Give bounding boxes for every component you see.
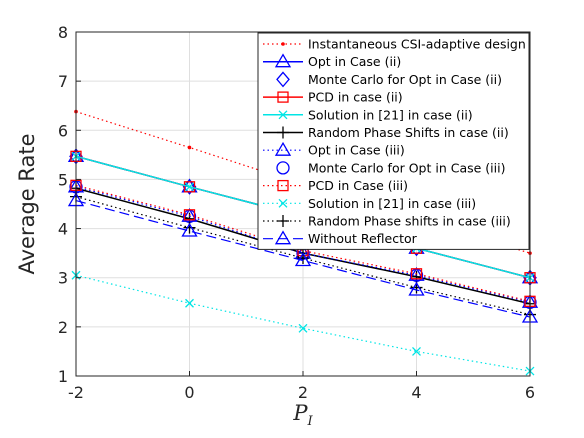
legend-entry: PCD in Case (iii) (263, 178, 408, 193)
legend-marker (278, 198, 288, 208)
legend-marker (276, 71, 290, 88)
legend-label: Monte Carlo for Opt in Case (iii) (308, 160, 505, 175)
y-tick-label: 5 (58, 170, 68, 189)
legend-marker (277, 126, 289, 139)
legend-entry: Instantaneous CSI-adaptive design (263, 37, 526, 52)
legend-label: Monte Carlo for Opt in Case (ii) (308, 72, 502, 87)
x-axis-label-main: P (292, 401, 308, 425)
legend-label: Instantaneous CSI-adaptive design (308, 37, 526, 52)
series-marker (182, 178, 197, 195)
legend-label: Opt in Case (iii) (308, 143, 405, 158)
series-marker (408, 281, 425, 296)
x-axis-label-subscript: I (307, 414, 314, 429)
x-tick-label: 2 (298, 383, 308, 402)
y-tick-label: 8 (58, 23, 68, 42)
legend-entry: PCD in case (ii) (263, 90, 403, 105)
legend-entry: Opt in Case (ii) (263, 53, 401, 69)
legend-label: Without Reflector (308, 231, 418, 246)
legend-label: Solution in [21] in case (iii) (308, 196, 476, 211)
series-marker (185, 298, 194, 308)
legend-box (257, 32, 530, 250)
series-marker (412, 346, 421, 356)
legend-marker (277, 215, 289, 227)
y-tick-label: 3 (58, 269, 68, 288)
series-marker (185, 182, 194, 192)
series-marker (181, 222, 198, 237)
legend-label: PCD in case (ii) (308, 90, 403, 105)
legend-entry: Random Phase shifts in case (iii) (263, 214, 511, 229)
y-axis-label: Average Rate (15, 133, 39, 274)
legend-label: Solution in [21] in case (ii) (308, 107, 473, 122)
legend-entry: Random Phase Shifts in case (ii) (263, 125, 509, 140)
y-tick-label: 1 (58, 367, 68, 386)
y-tick-label: 2 (58, 318, 68, 337)
legend-label: Random Phase shifts in case (iii) (308, 214, 511, 229)
series-marker (181, 207, 198, 222)
series-line (75, 199, 531, 318)
legend-marker (277, 179, 289, 192)
series-marker (410, 268, 423, 280)
legend-marker (274, 53, 292, 68)
legend-label: Opt in Case (ii) (308, 54, 401, 69)
series-marker (183, 209, 196, 221)
legend-entry: Solution in [21] in case (ii) (263, 107, 473, 122)
legend-marker (278, 110, 288, 120)
x-tick-label: 0 (184, 383, 194, 402)
legend-marker (274, 141, 292, 156)
legend-label: Random Phase Shifts in case (ii) (308, 125, 509, 140)
legend-marker (281, 42, 285, 46)
legend-label: PCD in Case (iii) (308, 178, 408, 193)
series-marker (298, 323, 308, 333)
legend-entry: Solution in [21] in case (iii) (263, 196, 476, 211)
tick-labels: -2 0 2 4 6 1 2 3 4 5 6 7 8 (58, 23, 535, 402)
legend-marker (274, 230, 292, 245)
series-marker (187, 145, 192, 150)
legend-entry: Monte Carlo for Opt in Case (ii) (276, 71, 502, 88)
y-tick-label: 7 (58, 72, 68, 91)
legend-entry: Opt in Case (iii) (263, 141, 405, 158)
series-10 (71, 270, 535, 376)
x-tick-label: -2 (68, 383, 84, 402)
x-axis-label: PI (292, 401, 313, 429)
series-line (75, 274, 531, 372)
legend: Instantaneous CSI-adaptive design Opt in … (257, 32, 530, 250)
y-tick-label: 4 (58, 220, 68, 239)
legend-marker (276, 161, 290, 175)
x-tick-label: 6 (525, 383, 535, 402)
series-marker (294, 252, 312, 267)
y-tick-label: 6 (58, 121, 68, 140)
legend-marker (277, 91, 289, 103)
legend-entry: Without Reflector (263, 230, 418, 246)
legend-entry: Monte Carlo for Opt in Case (iii) (276, 160, 505, 175)
series-marker (183, 181, 196, 193)
x-tick-label: 4 (411, 383, 421, 402)
